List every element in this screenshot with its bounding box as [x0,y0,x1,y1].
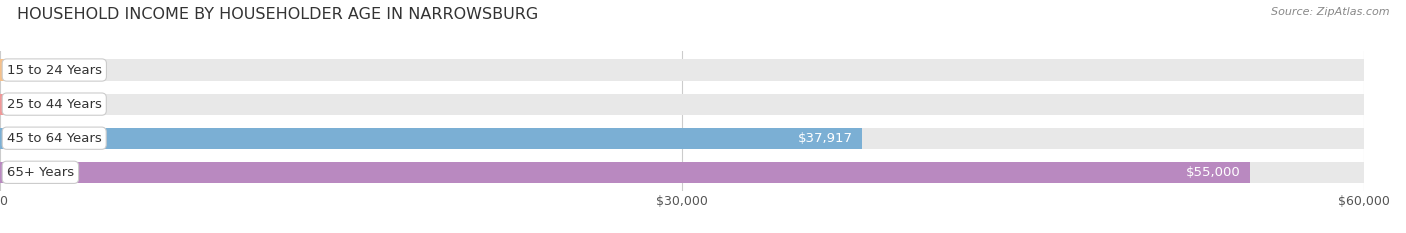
Bar [0,162,1250,183]
Bar [0,162,1364,183]
Bar [0,93,1364,115]
Text: 15 to 24 Years: 15 to 24 Years [7,64,101,76]
Bar [0,128,1364,149]
Bar [0,59,1364,81]
Bar [0,93,41,115]
Text: $0: $0 [51,98,67,111]
Bar [0,59,41,81]
Text: Source: ZipAtlas.com: Source: ZipAtlas.com [1271,7,1389,17]
Text: 65+ Years: 65+ Years [7,166,75,179]
Text: $0: $0 [51,64,67,76]
Text: 25 to 44 Years: 25 to 44 Years [7,98,101,111]
Text: 45 to 64 Years: 45 to 64 Years [7,132,101,145]
Text: $37,917: $37,917 [797,132,853,145]
Bar [0,128,862,149]
Text: HOUSEHOLD INCOME BY HOUSEHOLDER AGE IN NARROWSBURG: HOUSEHOLD INCOME BY HOUSEHOLDER AGE IN N… [17,7,538,22]
Text: $55,000: $55,000 [1187,166,1241,179]
